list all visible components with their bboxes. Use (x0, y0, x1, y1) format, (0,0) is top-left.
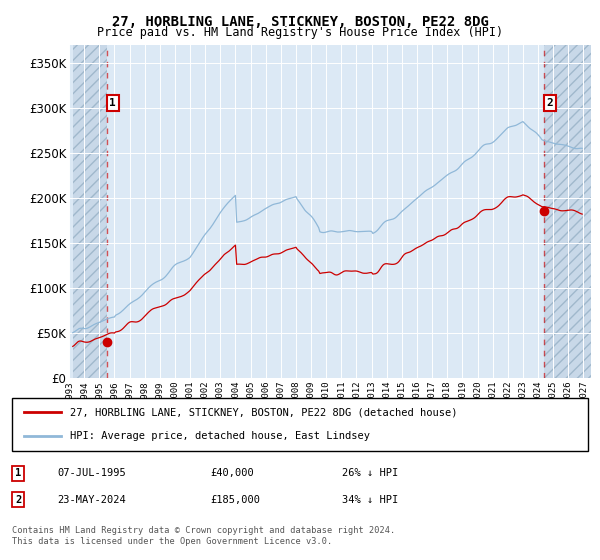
Text: 2: 2 (547, 98, 553, 108)
Text: 23-MAY-2024: 23-MAY-2024 (57, 494, 126, 505)
FancyBboxPatch shape (12, 398, 588, 451)
Text: Contains HM Land Registry data © Crown copyright and database right 2024.
This d: Contains HM Land Registry data © Crown c… (12, 526, 395, 546)
Text: 34% ↓ HPI: 34% ↓ HPI (342, 494, 398, 505)
Text: 27, HORBLING LANE, STICKNEY, BOSTON, PE22 8DG: 27, HORBLING LANE, STICKNEY, BOSTON, PE2… (112, 15, 488, 29)
Text: 27, HORBLING LANE, STICKNEY, BOSTON, PE22 8DG (detached house): 27, HORBLING LANE, STICKNEY, BOSTON, PE2… (70, 408, 457, 418)
Text: HPI: Average price, detached house, East Lindsey: HPI: Average price, detached house, East… (70, 431, 370, 441)
Text: 1: 1 (15, 468, 21, 478)
Text: Price paid vs. HM Land Registry's House Price Index (HPI): Price paid vs. HM Land Registry's House … (97, 26, 503, 39)
Text: £40,000: £40,000 (210, 468, 254, 478)
Text: 26% ↓ HPI: 26% ↓ HPI (342, 468, 398, 478)
Text: 07-JUL-1995: 07-JUL-1995 (57, 468, 126, 478)
Text: 1: 1 (109, 98, 116, 108)
Bar (544, 45, 591, 378)
Text: £185,000: £185,000 (210, 494, 260, 505)
Text: 2: 2 (15, 494, 21, 505)
Bar (73, 45, 107, 378)
